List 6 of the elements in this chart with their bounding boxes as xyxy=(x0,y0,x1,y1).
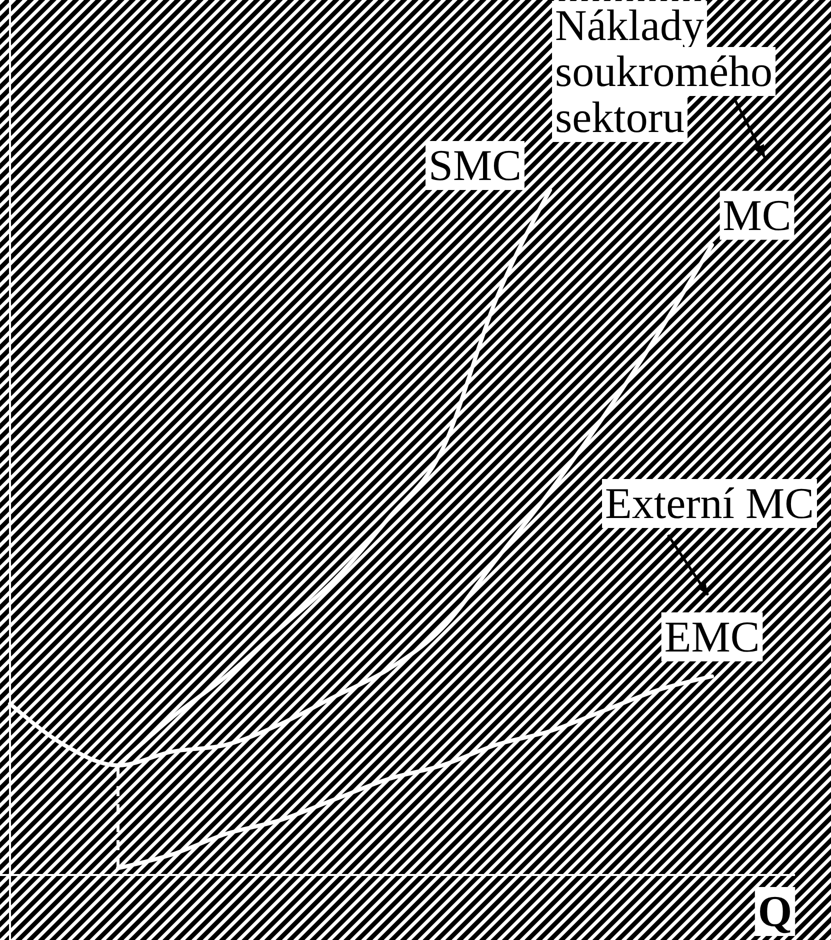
text: Náklady soukromého sektoru xyxy=(555,1,773,142)
series-label: MC xyxy=(722,190,792,240)
annotation: Externí MC xyxy=(605,479,814,528)
x-axis-title: Q xyxy=(758,887,792,936)
series-label: SMC xyxy=(428,141,522,190)
series-label: EMC xyxy=(664,612,760,662)
